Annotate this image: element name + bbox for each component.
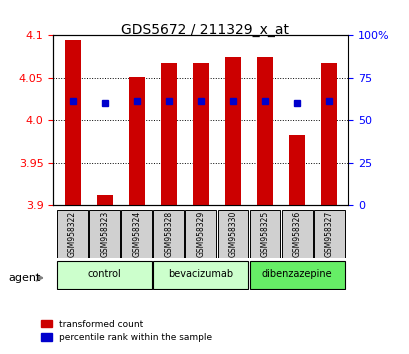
- Text: GSM958327: GSM958327: [324, 211, 333, 257]
- Text: GSM958326: GSM958326: [292, 211, 301, 257]
- Bar: [128, 77, 144, 205]
- Bar: [225, 57, 240, 205]
- Bar: [97, 195, 112, 205]
- FancyBboxPatch shape: [185, 210, 216, 258]
- Bar: [288, 135, 304, 205]
- Text: GSM958324: GSM958324: [132, 211, 141, 257]
- Text: GSM958323: GSM958323: [100, 211, 109, 257]
- Text: GSM958322: GSM958322: [68, 211, 77, 257]
- Legend: transformed count, percentile rank within the sample: transformed count, percentile rank withi…: [37, 316, 215, 346]
- Text: control: control: [88, 269, 121, 279]
- FancyBboxPatch shape: [153, 210, 184, 258]
- FancyBboxPatch shape: [121, 210, 152, 258]
- Text: GDS5672 / 211329_x_at: GDS5672 / 211329_x_at: [121, 23, 288, 37]
- Bar: [256, 57, 272, 205]
- Text: dibenzazepine: dibenzazepine: [261, 269, 332, 279]
- Text: GSM958330: GSM958330: [228, 211, 237, 257]
- FancyBboxPatch shape: [217, 210, 248, 258]
- Text: GSM958329: GSM958329: [196, 211, 205, 257]
- FancyBboxPatch shape: [57, 261, 152, 289]
- Bar: [160, 63, 176, 205]
- Bar: [64, 40, 81, 205]
- FancyBboxPatch shape: [153, 261, 248, 289]
- FancyBboxPatch shape: [313, 210, 344, 258]
- FancyBboxPatch shape: [249, 210, 280, 258]
- Text: GSM958325: GSM958325: [260, 211, 269, 257]
- Text: bevacizumab: bevacizumab: [168, 269, 233, 279]
- FancyBboxPatch shape: [281, 210, 312, 258]
- Text: agent: agent: [8, 273, 40, 283]
- Bar: [320, 63, 337, 205]
- FancyBboxPatch shape: [89, 210, 120, 258]
- FancyBboxPatch shape: [249, 261, 344, 289]
- Text: GSM958328: GSM958328: [164, 211, 173, 257]
- FancyBboxPatch shape: [57, 210, 88, 258]
- Bar: [192, 63, 209, 205]
